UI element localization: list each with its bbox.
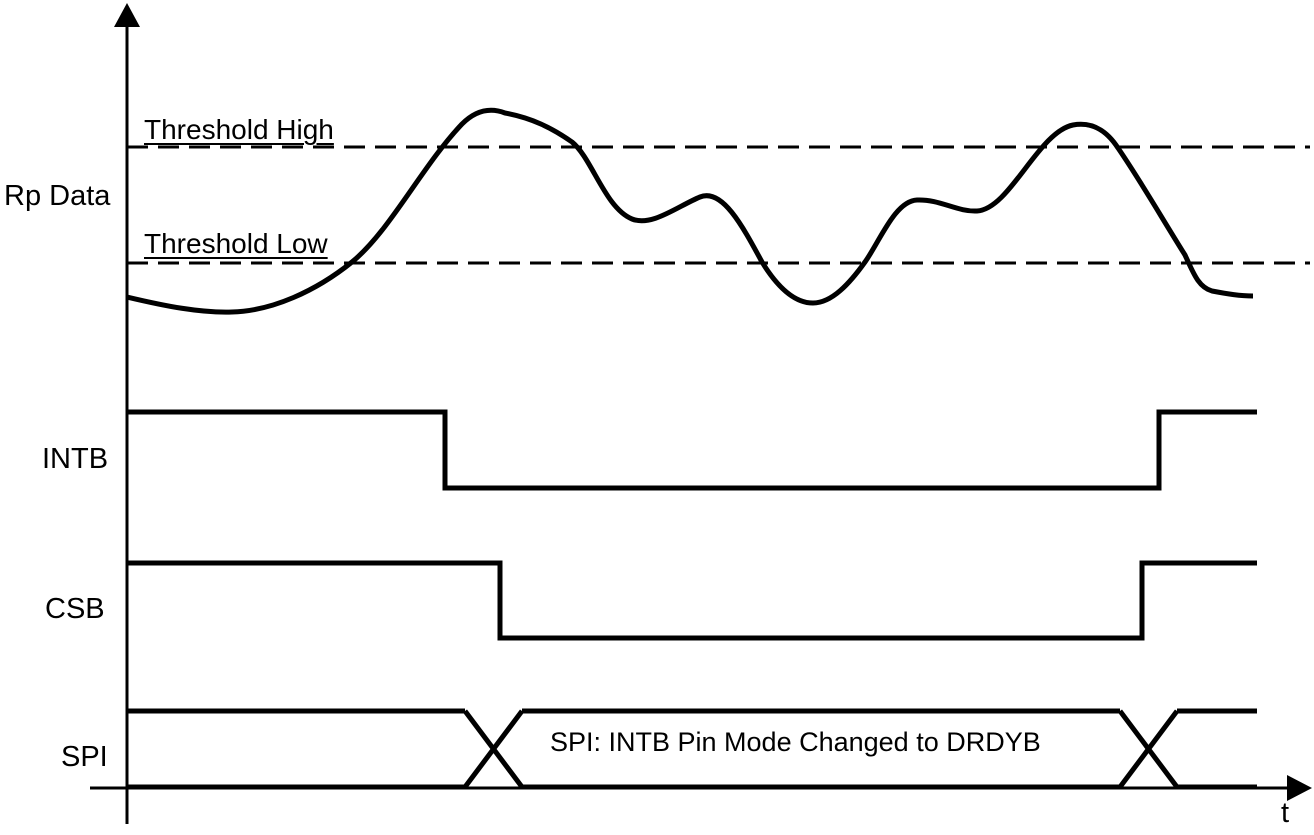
csb-label: CSB bbox=[45, 593, 105, 625]
spi-annotation-text: SPI: INTB Pin Mode Changed to DRDYB bbox=[550, 727, 1041, 757]
intb-waveform bbox=[127, 409, 1257, 491]
threshold-low-label: Threshold Low bbox=[144, 228, 328, 259]
rp-data-curve bbox=[126, 107, 1254, 315]
y-axis-arrow bbox=[114, 3, 140, 27]
threshold-high-label: Threshold High bbox=[144, 114, 334, 145]
x-axis-arrow bbox=[1287, 775, 1312, 801]
spi-crossover-1 bbox=[463, 709, 524, 789]
rp-data-label: Rp Data bbox=[4, 180, 111, 212]
csb-waveform bbox=[127, 560, 1257, 641]
time-axis-label: t bbox=[1281, 797, 1290, 829]
spi-crossover-2 bbox=[1118, 709, 1179, 789]
intb-label: INTB bbox=[42, 443, 109, 475]
spi-label: SPI bbox=[61, 741, 108, 773]
